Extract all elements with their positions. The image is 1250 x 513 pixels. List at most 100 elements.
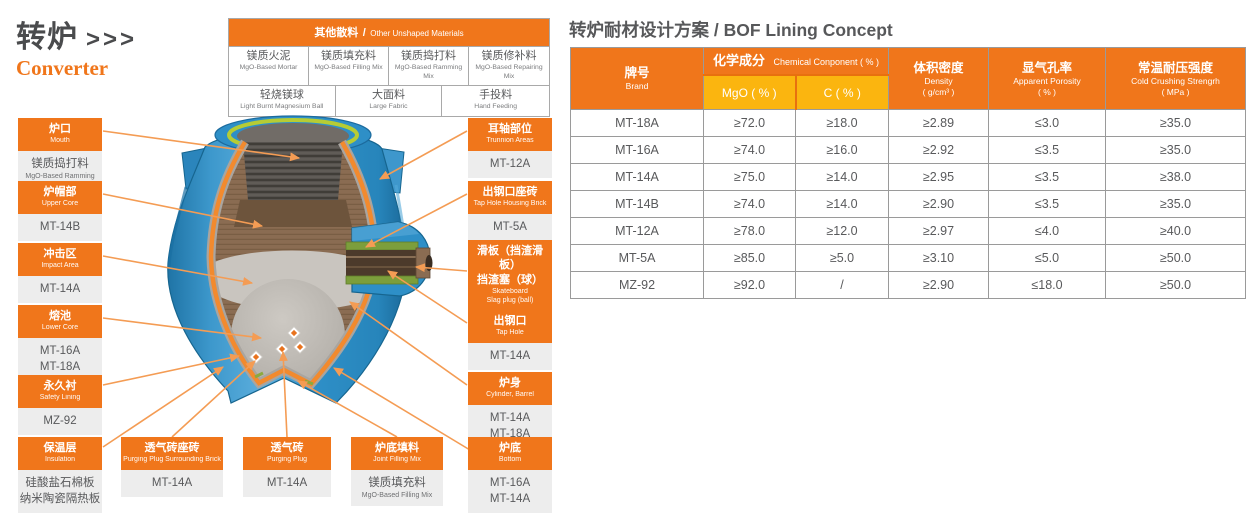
label-body-line: MT-14A [489,349,531,362]
chem-header-en: Chemical Conponent ( % ) [773,57,880,67]
leader-line [102,366,224,448]
value-cell: ≥2.89 [888,109,989,137]
leader-line [379,130,468,180]
leader-lines [102,130,471,451]
label-body: MT-16A MT-14A [468,469,552,513]
unshaped-material-cell: 镁质填充料 MgO-Based Filling Mix [309,47,389,87]
label-body-line: MT-16A [489,476,531,489]
value-cell: ≥12.0 [795,217,889,245]
material-name-cn: 镁质捣打料 [401,50,456,62]
label-header: 炉口 Mouth [18,118,102,151]
material-name-en: MgO-Based Mortar [239,63,298,71]
label-header: 滑板（挡渣滑板） 挡渣塞（球） Skateboard Slag plug (bal… [468,240,552,311]
diagram-label-right-1: 出钢口座砖 Tap Hole Housing Brick MT-5A [468,181,552,241]
value-cell: ≥85.0 [703,244,796,272]
diagram-label-left-3: 熔池 Lower Core MT-16A MT-18A [18,305,102,381]
label-body: MT-5A [468,213,552,241]
label-title-en: Skateboard Slag plug (ball) [486,287,534,305]
label-title-cn: 炉底填料 [375,442,419,454]
label-body: MT-12A [468,150,552,178]
label-header: 冲击区 Impact Area [18,243,102,276]
table-row: MT-5A ≥85.0 ≥5.0 ≥3.10 ≤5.0 ≥50.0 [570,244,1246,272]
material-name-cn: 大面料 [371,89,405,102]
label-body-line: MT-14A [266,476,308,489]
value-cell: ≥3.10 [888,244,989,272]
label-title-en: Bottom [498,456,522,464]
unshaped-materials-table: 其他散料 / Other Unshaped Materials 镁质火泥 MgO-… [228,18,550,117]
label-body-line: MgO-Based Filling Mix [361,491,433,499]
unshaped-material-cell: 轻烧镁球 Light Burnt Magnesium Ball [229,86,336,116]
material-name-cn: 轻烧镁球 [259,89,304,102]
col-header-density: 体积密度 Density ( g/cm³ ) [888,47,989,110]
label-title-cn: 炉身 [499,377,521,389]
unshaped-material-cell: 大面料 Large Fabric [335,86,443,116]
leader-line [102,255,254,286]
label-body: MT-14A [243,469,331,497]
label-body: 镁质填充料 MgO-Based Filling Mix [351,469,443,506]
label-body-line: 镁质捣打料 [31,157,89,170]
label-title-en: Tap Hole Housing Brick [473,200,547,208]
diagram-label-left-4: 永久衬 Safety Lining MZ-92 [18,375,102,435]
page-title: 转炉 >>> [16,12,137,56]
label-title-en: Cylinder, Barrel [486,391,534,399]
value-cell: ≥92.0 [703,271,796,299]
value-cell: ≥50.0 [1105,271,1246,299]
lining-orange-edge [208,140,378,387]
leader-line [278,350,288,438]
unshaped-material-cell: 手投料 Hand Feeding [442,86,549,116]
label-header: 出钢口座砖 Tap Hole Housing Brick [468,181,552,214]
diagram-label-bottom-0: 透气砖座砖 Purging Plug Surrounding Brick MT-14… [121,437,223,497]
col-header-mgo: MgO ( % ) [703,74,796,110]
lining-table-header: 牌号 Brand 化学成分 Chemical Conponent ( % ) 体… [570,47,1246,110]
label-header: 炉底填料 Joint Filling Mix [351,437,443,470]
leader-line [349,301,468,386]
value-cell: ≤3.0 [988,109,1106,137]
material-name-en: MgO-Based Ramming Mix [394,63,463,80]
lining-table-body: MT-18A ≥72.0 ≥18.0 ≥2.89 ≤3.0 ≥35.0 MT-16A ≥74.… [570,109,1246,299]
value-cell: ≥50.0 [1105,244,1246,272]
density-header-unit: ( g/cm³ ) [922,86,955,97]
label-title-en: Purging Plug [266,456,308,464]
density-header-cn: 体积密度 [913,60,964,75]
unshaped-materials-header: 其他散料 / Other Unshaped Materials [229,19,549,47]
diagram-label-right-2: 滑板（挡渣滑板） 挡渣塞（球） Skateboard Slag plug (bal… [468,240,552,311]
porosity-header-cn: 显气孔率 [1021,60,1072,75]
leader-line [102,130,301,162]
diagram-label-left-2: 冲击区 Impact Area MT-14A [18,243,102,303]
label-header: 熔池 Lower Core [18,305,102,338]
label-body: MZ-92 [18,407,102,435]
label-title-en: Upper Core [41,200,79,208]
ccs-header-cn: 常温耐压强度 [1137,60,1213,75]
material-name-cn: 镁质填充料 [321,50,376,62]
chem-header-cn: 化学成分 [712,53,765,68]
label-title-en: Trunnion Areas [486,137,534,145]
label-title-cn: 透气砖 [270,442,304,454]
label-title-cn: 熔池 [49,310,71,322]
label-body: MT-14B [18,213,102,241]
value-cell: ≥38.0 [1105,163,1246,191]
label-header: 耳轴部位 Trunnion Areas [468,118,552,151]
label-title-cn: 冲击区 [43,248,77,260]
label-body-line: MT-16A [39,344,81,357]
value-cell: / [795,271,889,299]
label-title-cn: 出钢口 [493,315,527,327]
diagram-label-right-3: 出钢口 Tap Hole MT-14A [468,310,552,370]
leader-line [102,193,264,229]
value-cell: ≥2.90 [888,271,989,299]
label-body-line: 纳米陶瓷隔热板 [19,492,101,505]
label-header: 炉帽部 Upper Core [18,181,102,214]
material-name-en: Large Fabric [369,103,408,111]
label-body: MT-14A [121,469,223,497]
lining-table-title: 转炉耐材设计方案 / BOF Lining Concept [569,20,893,40]
table-row: MT-16A ≥74.0 ≥16.0 ≥2.92 ≤3.5 ≥35.0 [570,136,1246,164]
material-name-cn: 手投料 [479,89,513,102]
value-cell: ≥14.0 [795,163,889,191]
page: { "page": { "title_cn": "转炉", "title_arr… [16,12,1246,513]
diagram-label-right-0: 耳轴部位 Trunnion Areas MT-12A [468,118,552,178]
leader-line [414,263,468,273]
value-cell: ≥18.0 [795,109,889,137]
table-row: MT-14B ≥74.0 ≥14.0 ≥2.90 ≤3.5 ≥35.0 [570,190,1246,218]
table-row: MT-14A ≥75.0 ≥14.0 ≥2.95 ≤3.5 ≥38.0 [570,163,1246,191]
col-header-c: C ( % ) [794,74,889,110]
unshaped-material-cell: 镁质捣打料 MgO-Based Ramming Mix [389,47,469,87]
